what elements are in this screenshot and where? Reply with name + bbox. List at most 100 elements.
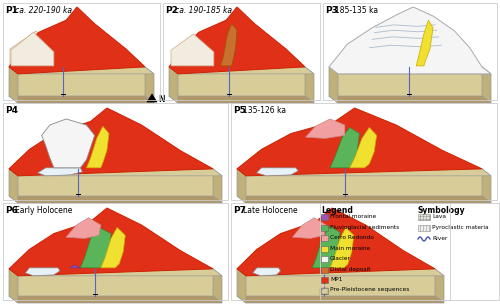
Polygon shape xyxy=(9,7,145,74)
Bar xyxy=(321,256,328,262)
Polygon shape xyxy=(9,169,213,196)
Bar xyxy=(321,246,328,251)
Polygon shape xyxy=(482,169,491,203)
Polygon shape xyxy=(220,24,237,66)
Polygon shape xyxy=(329,96,491,103)
Text: ca. 220-190 ka: ca. 220-190 ka xyxy=(15,6,72,15)
Polygon shape xyxy=(350,127,376,168)
Bar xyxy=(321,214,328,220)
Polygon shape xyxy=(9,67,154,74)
Polygon shape xyxy=(66,218,101,238)
Bar xyxy=(163,3,320,100)
Polygon shape xyxy=(292,218,326,238)
Polygon shape xyxy=(256,168,298,176)
Polygon shape xyxy=(237,269,444,276)
Polygon shape xyxy=(213,269,222,303)
Bar xyxy=(3,203,228,300)
Polygon shape xyxy=(237,208,435,276)
Bar xyxy=(3,103,228,200)
Text: Symbology: Symbology xyxy=(418,206,466,215)
Polygon shape xyxy=(237,169,482,196)
Bar xyxy=(323,3,497,100)
Text: Early Holocene: Early Holocene xyxy=(15,206,72,215)
Text: Main moraine: Main moraine xyxy=(330,246,370,250)
Polygon shape xyxy=(169,7,305,74)
Text: Fluvioglacial sediments: Fluvioglacial sediments xyxy=(330,224,399,230)
Bar xyxy=(321,288,328,293)
Polygon shape xyxy=(237,269,246,303)
Polygon shape xyxy=(237,296,444,303)
Polygon shape xyxy=(416,20,433,66)
Polygon shape xyxy=(9,67,145,96)
Text: ca. 190-185 ka: ca. 190-185 ka xyxy=(175,6,232,15)
Polygon shape xyxy=(10,31,56,66)
Polygon shape xyxy=(9,67,18,103)
Text: Late Holocene: Late Holocene xyxy=(243,206,298,215)
Polygon shape xyxy=(42,119,94,168)
Text: 135-126 ka: 135-126 ka xyxy=(243,106,286,115)
Bar xyxy=(321,288,328,293)
Polygon shape xyxy=(237,269,435,296)
Polygon shape xyxy=(145,67,154,103)
Text: P7: P7 xyxy=(233,206,246,215)
Polygon shape xyxy=(101,227,126,268)
Text: Frontal moraine: Frontal moraine xyxy=(330,214,376,219)
Text: N: N xyxy=(158,95,164,103)
Bar xyxy=(231,103,497,200)
Polygon shape xyxy=(306,119,345,138)
Polygon shape xyxy=(482,67,491,103)
Polygon shape xyxy=(169,96,314,103)
Polygon shape xyxy=(329,67,338,103)
Polygon shape xyxy=(237,108,482,176)
Text: Lava: Lava xyxy=(432,214,446,219)
Polygon shape xyxy=(169,67,305,96)
Text: River: River xyxy=(432,236,448,241)
Polygon shape xyxy=(9,196,222,203)
Bar xyxy=(418,225,430,231)
Text: Glacier: Glacier xyxy=(330,256,351,261)
Polygon shape xyxy=(9,269,222,276)
Polygon shape xyxy=(9,108,213,176)
Polygon shape xyxy=(9,169,18,203)
Text: 185-135 ka: 185-135 ka xyxy=(335,6,378,15)
Bar xyxy=(321,224,328,230)
Polygon shape xyxy=(169,67,178,103)
Text: Pre-Pleistocene sequences: Pre-Pleistocene sequences xyxy=(330,288,409,292)
Text: Distal deposit: Distal deposit xyxy=(330,267,370,271)
Polygon shape xyxy=(9,269,18,303)
Bar xyxy=(418,214,430,220)
Polygon shape xyxy=(253,268,280,276)
Polygon shape xyxy=(9,169,222,176)
Text: P1: P1 xyxy=(5,6,18,15)
Bar xyxy=(321,235,328,241)
Polygon shape xyxy=(330,127,360,168)
Text: Legend: Legend xyxy=(321,206,353,215)
Polygon shape xyxy=(330,227,354,268)
Polygon shape xyxy=(38,168,82,176)
Polygon shape xyxy=(169,67,314,74)
Polygon shape xyxy=(213,169,222,203)
Polygon shape xyxy=(9,96,154,103)
Text: Pyroclastic materia: Pyroclastic materia xyxy=(432,225,488,230)
Polygon shape xyxy=(26,268,60,276)
Bar xyxy=(3,3,160,100)
Polygon shape xyxy=(237,169,246,203)
Bar xyxy=(320,203,499,300)
Text: P3: P3 xyxy=(325,6,338,15)
Polygon shape xyxy=(329,7,491,74)
Polygon shape xyxy=(329,67,491,74)
Polygon shape xyxy=(80,227,111,268)
Polygon shape xyxy=(70,265,80,268)
Polygon shape xyxy=(171,34,214,66)
Text: MP1: MP1 xyxy=(330,277,342,282)
Text: P4: P4 xyxy=(5,106,18,115)
Polygon shape xyxy=(237,169,491,176)
Polygon shape xyxy=(237,196,491,203)
Bar xyxy=(321,267,328,272)
Polygon shape xyxy=(9,296,222,303)
Polygon shape xyxy=(11,32,54,66)
Text: P2: P2 xyxy=(165,6,178,15)
Polygon shape xyxy=(9,269,213,296)
Polygon shape xyxy=(305,67,314,103)
Polygon shape xyxy=(9,208,213,276)
